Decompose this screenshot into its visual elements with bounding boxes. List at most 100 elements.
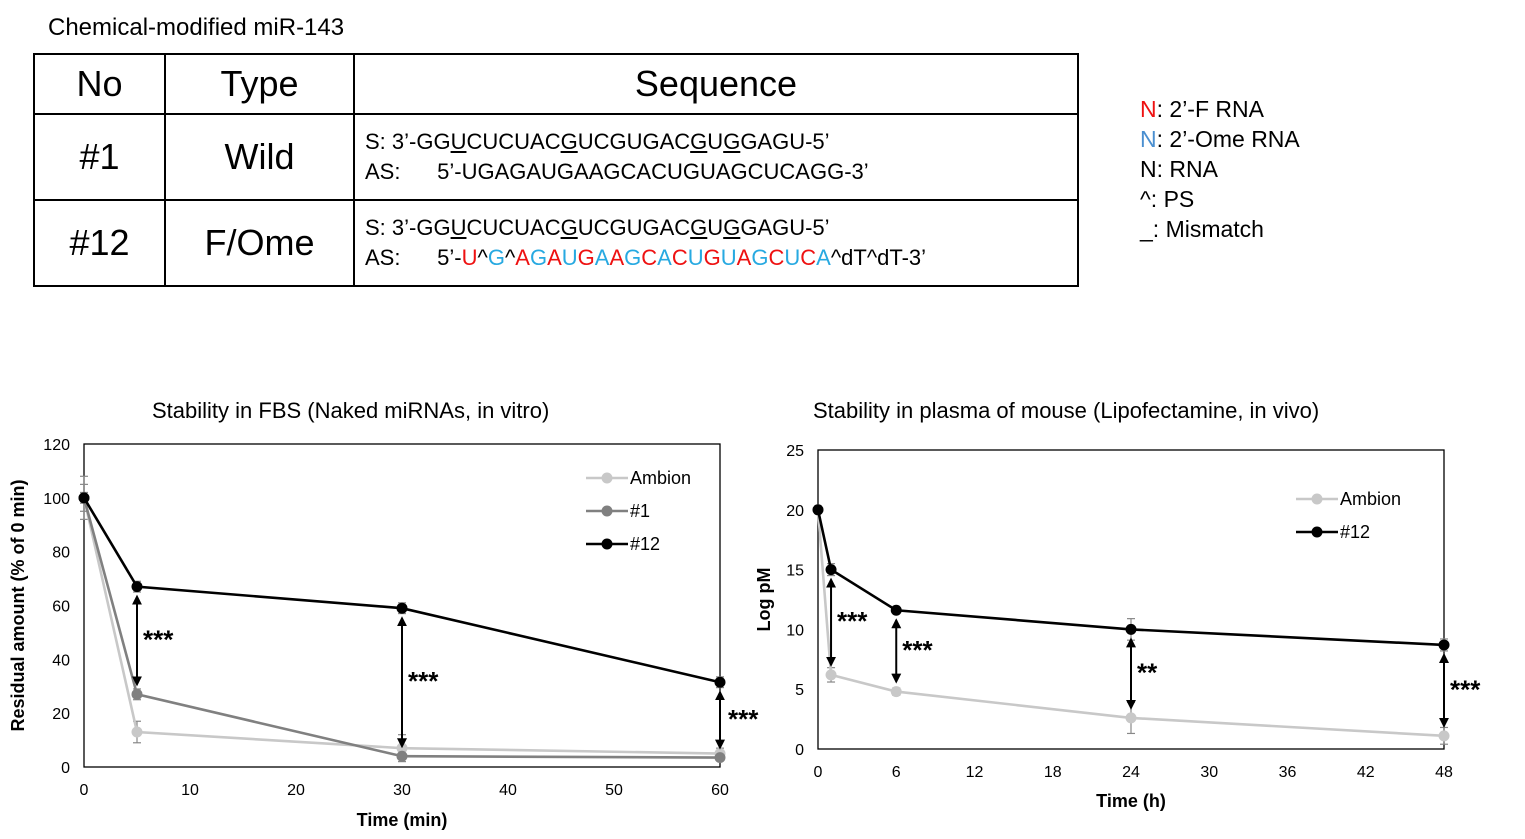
legend-item: _: Mismatch xyxy=(1140,214,1300,244)
y-tick-label: 0 xyxy=(795,742,804,759)
x-tick-label: 50 xyxy=(605,782,623,799)
row-type: Wild xyxy=(164,113,355,201)
sequence-segment: G xyxy=(560,129,578,154)
data-point xyxy=(396,750,408,762)
legend-text: : Mismatch xyxy=(1152,216,1264,242)
legend-text: : PS xyxy=(1150,186,1195,212)
legend-mark: N xyxy=(1140,126,1157,152)
data-point xyxy=(131,581,143,593)
x-tick-label: 20 xyxy=(287,782,305,799)
sequence-segment: U xyxy=(707,129,724,154)
x-tick-label: 60 xyxy=(711,782,729,799)
x-tick-label: 18 xyxy=(1044,764,1062,781)
x-tick-label: 10 xyxy=(181,782,199,799)
y-tick-label: 20 xyxy=(786,503,804,520)
legend-item: N: 2’-Ome RNA xyxy=(1140,124,1300,154)
sequence-segment: G xyxy=(690,215,708,240)
header-sequence: Sequence xyxy=(353,53,1079,115)
sequence-segment: U xyxy=(687,245,704,270)
sequence-segment: A xyxy=(736,245,752,270)
data-point xyxy=(714,752,726,764)
data-point xyxy=(78,492,90,504)
y-tick-label: 0 xyxy=(61,760,70,777)
sequence-segment: U xyxy=(461,245,478,270)
y-tick-label: 100 xyxy=(43,491,70,508)
row-sequence: S: 3’-GGUCUCUACGUCGUGACGUGGAGU-5’ AS: 5’… xyxy=(353,199,1079,287)
legend-item: N: 2’-F RNA xyxy=(1140,94,1300,124)
header-no: No xyxy=(33,53,166,115)
data-point xyxy=(1125,623,1137,635)
antisense-strand: AS: 5’-UGAGAUGAAGCACUGUAGCUCAGG-3’ xyxy=(365,157,1077,187)
x-tick-label: 6 xyxy=(892,764,901,781)
sequence-segment: A xyxy=(547,245,562,270)
data-point xyxy=(1438,730,1450,742)
significance-label: *** xyxy=(408,666,439,696)
page-title: Chemical-modified miR-143 xyxy=(48,14,345,41)
sequence-table: No Type Sequence #1 Wild S: 3’-GGUCUCUAC… xyxy=(33,53,1079,287)
data-point xyxy=(714,676,726,688)
sequence-segment: ^ xyxy=(504,245,516,270)
sequence-segment: A xyxy=(816,245,831,270)
x-tick-label: 12 xyxy=(966,764,984,781)
significance-label: *** xyxy=(143,624,174,654)
y-tick-label: 10 xyxy=(786,622,804,639)
sequence-segment: G xyxy=(723,129,741,154)
data-point xyxy=(825,564,837,576)
plasma-stability-chart: 0 5 10 15 20 25 0 6 12 18 24 30 36 42 48 Time (h) Log pM… xyxy=(754,443,1481,811)
legend-text: : 2’-Ome RNA xyxy=(1156,126,1300,152)
x-tick-label: 24 xyxy=(1122,764,1140,781)
sequence-segment: G xyxy=(560,215,578,240)
sequence-segment: UCGUGAC xyxy=(577,215,691,240)
sequence-segment: G xyxy=(529,245,548,270)
y-tick-label: 60 xyxy=(52,599,70,616)
sequence-segment: CUCUAC xyxy=(466,129,561,154)
y-axis-label: Log pM xyxy=(754,568,774,632)
x-tick-label: 36 xyxy=(1279,764,1297,781)
sequence-segment: GAGU-5’ xyxy=(740,129,830,154)
data-point xyxy=(825,669,837,681)
sequence-segment: U xyxy=(720,245,737,270)
significance-label: *** xyxy=(728,704,759,734)
x-tick-label: 30 xyxy=(393,782,411,799)
row-no: #12 xyxy=(33,199,166,287)
y-tick-label: 80 xyxy=(52,545,70,562)
sequence-segment: A xyxy=(657,245,672,270)
table-row: #12 F/Ome S: 3’-GGUCUCUACGUCGUGACGUGGAGU… xyxy=(33,199,1079,287)
sequence-segment: C xyxy=(671,245,688,270)
sequence-segment: G xyxy=(624,245,642,270)
plot-frame xyxy=(817,449,1445,750)
data-point xyxy=(1438,639,1450,651)
sequence-segment: G xyxy=(690,129,708,154)
series-line-n1 xyxy=(82,497,721,759)
legend-text: : RNA xyxy=(1156,156,1218,182)
legend-label: #1 xyxy=(630,501,650,521)
legend-marker xyxy=(1311,493,1323,505)
sequence-segment: A xyxy=(609,245,625,270)
y-tick-label: 40 xyxy=(52,652,70,669)
chart-title-fbs: Stability in FBS (Naked miRNAs, in vitro… xyxy=(152,398,550,423)
sequence-segment: GAGU-5’ xyxy=(740,215,830,240)
y-tick-label: 25 xyxy=(786,443,804,460)
x-tick-label: 0 xyxy=(80,782,89,799)
sequence-segment: C xyxy=(641,245,658,270)
sense-strand: S: 3’-GGUCUCUACGUCGUGACGUGGAGU-5’ xyxy=(365,127,1077,157)
legend-mark: ^ xyxy=(1140,186,1151,212)
legend-label: Ambion xyxy=(1340,489,1401,509)
data-point xyxy=(890,686,902,698)
x-axis-label: Time (min) xyxy=(357,810,448,830)
sequence-segment: G xyxy=(487,245,505,270)
sequence-segment: U xyxy=(450,215,467,240)
sequence-segment: U xyxy=(784,245,801,270)
sequence-segment: C xyxy=(800,245,817,270)
y-axis-label: Residual amount (% of 0 min) xyxy=(8,479,28,731)
antisense-strand: AS: 5’-U^G^AGAUGAAGCACUGUAGCUCA^dT^dT-3’ xyxy=(365,243,1077,273)
sequence-segment: G xyxy=(751,245,769,270)
y-tick-label: 15 xyxy=(786,563,804,580)
sequence-segment: U xyxy=(561,245,578,270)
row-no: #1 xyxy=(33,113,166,201)
legend-mark: _ xyxy=(1140,216,1153,242)
series-line-n12 xyxy=(82,497,721,684)
legend-marker xyxy=(601,472,613,484)
data-point xyxy=(1125,712,1137,724)
